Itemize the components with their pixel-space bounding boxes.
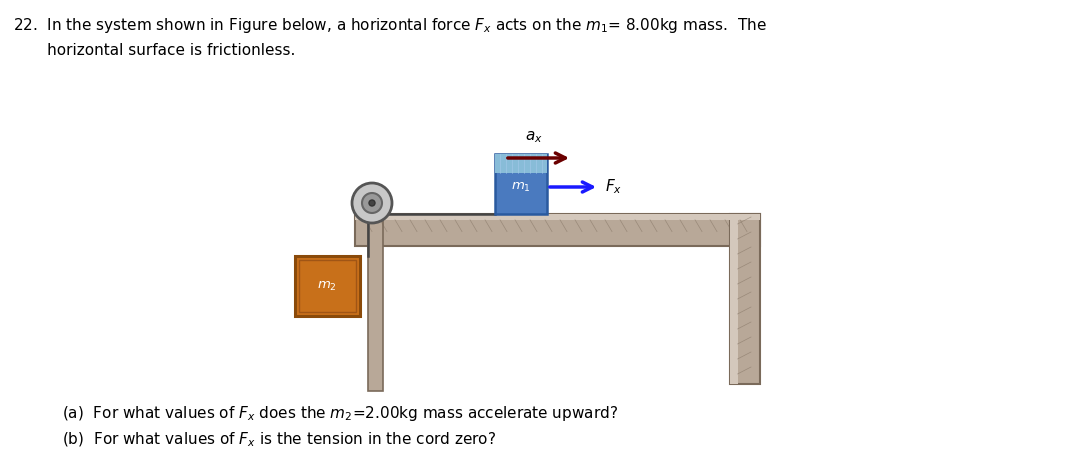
Circle shape <box>369 200 376 206</box>
FancyBboxPatch shape <box>368 214 382 391</box>
FancyBboxPatch shape <box>730 214 760 384</box>
Circle shape <box>362 193 382 213</box>
FancyBboxPatch shape <box>730 214 737 384</box>
FancyBboxPatch shape <box>495 154 547 173</box>
FancyBboxPatch shape <box>355 214 760 220</box>
Text: $m_1$: $m_1$ <box>511 180 530 194</box>
FancyBboxPatch shape <box>295 256 359 316</box>
Circle shape <box>352 183 392 223</box>
Text: $F_x$: $F_x$ <box>605 178 622 197</box>
Text: $a_x$: $a_x$ <box>525 129 542 145</box>
Text: (a)  For what values of $F_x$ does the $m_2$=2.00kg mass accelerate upward?: (a) For what values of $F_x$ does the $m… <box>62 404 618 423</box>
FancyBboxPatch shape <box>355 214 760 246</box>
Text: (b)  For what values of $F_x$ is the tension in the cord zero?: (b) For what values of $F_x$ is the tens… <box>62 431 496 449</box>
Text: 22.  In the system shown in Figure below, a horizontal force $F_x$ acts on the $: 22. In the system shown in Figure below,… <box>13 16 767 35</box>
FancyBboxPatch shape <box>495 154 547 214</box>
Text: horizontal surface is frictionless.: horizontal surface is frictionless. <box>13 43 296 58</box>
Text: $m_2$: $m_2$ <box>317 279 337 293</box>
